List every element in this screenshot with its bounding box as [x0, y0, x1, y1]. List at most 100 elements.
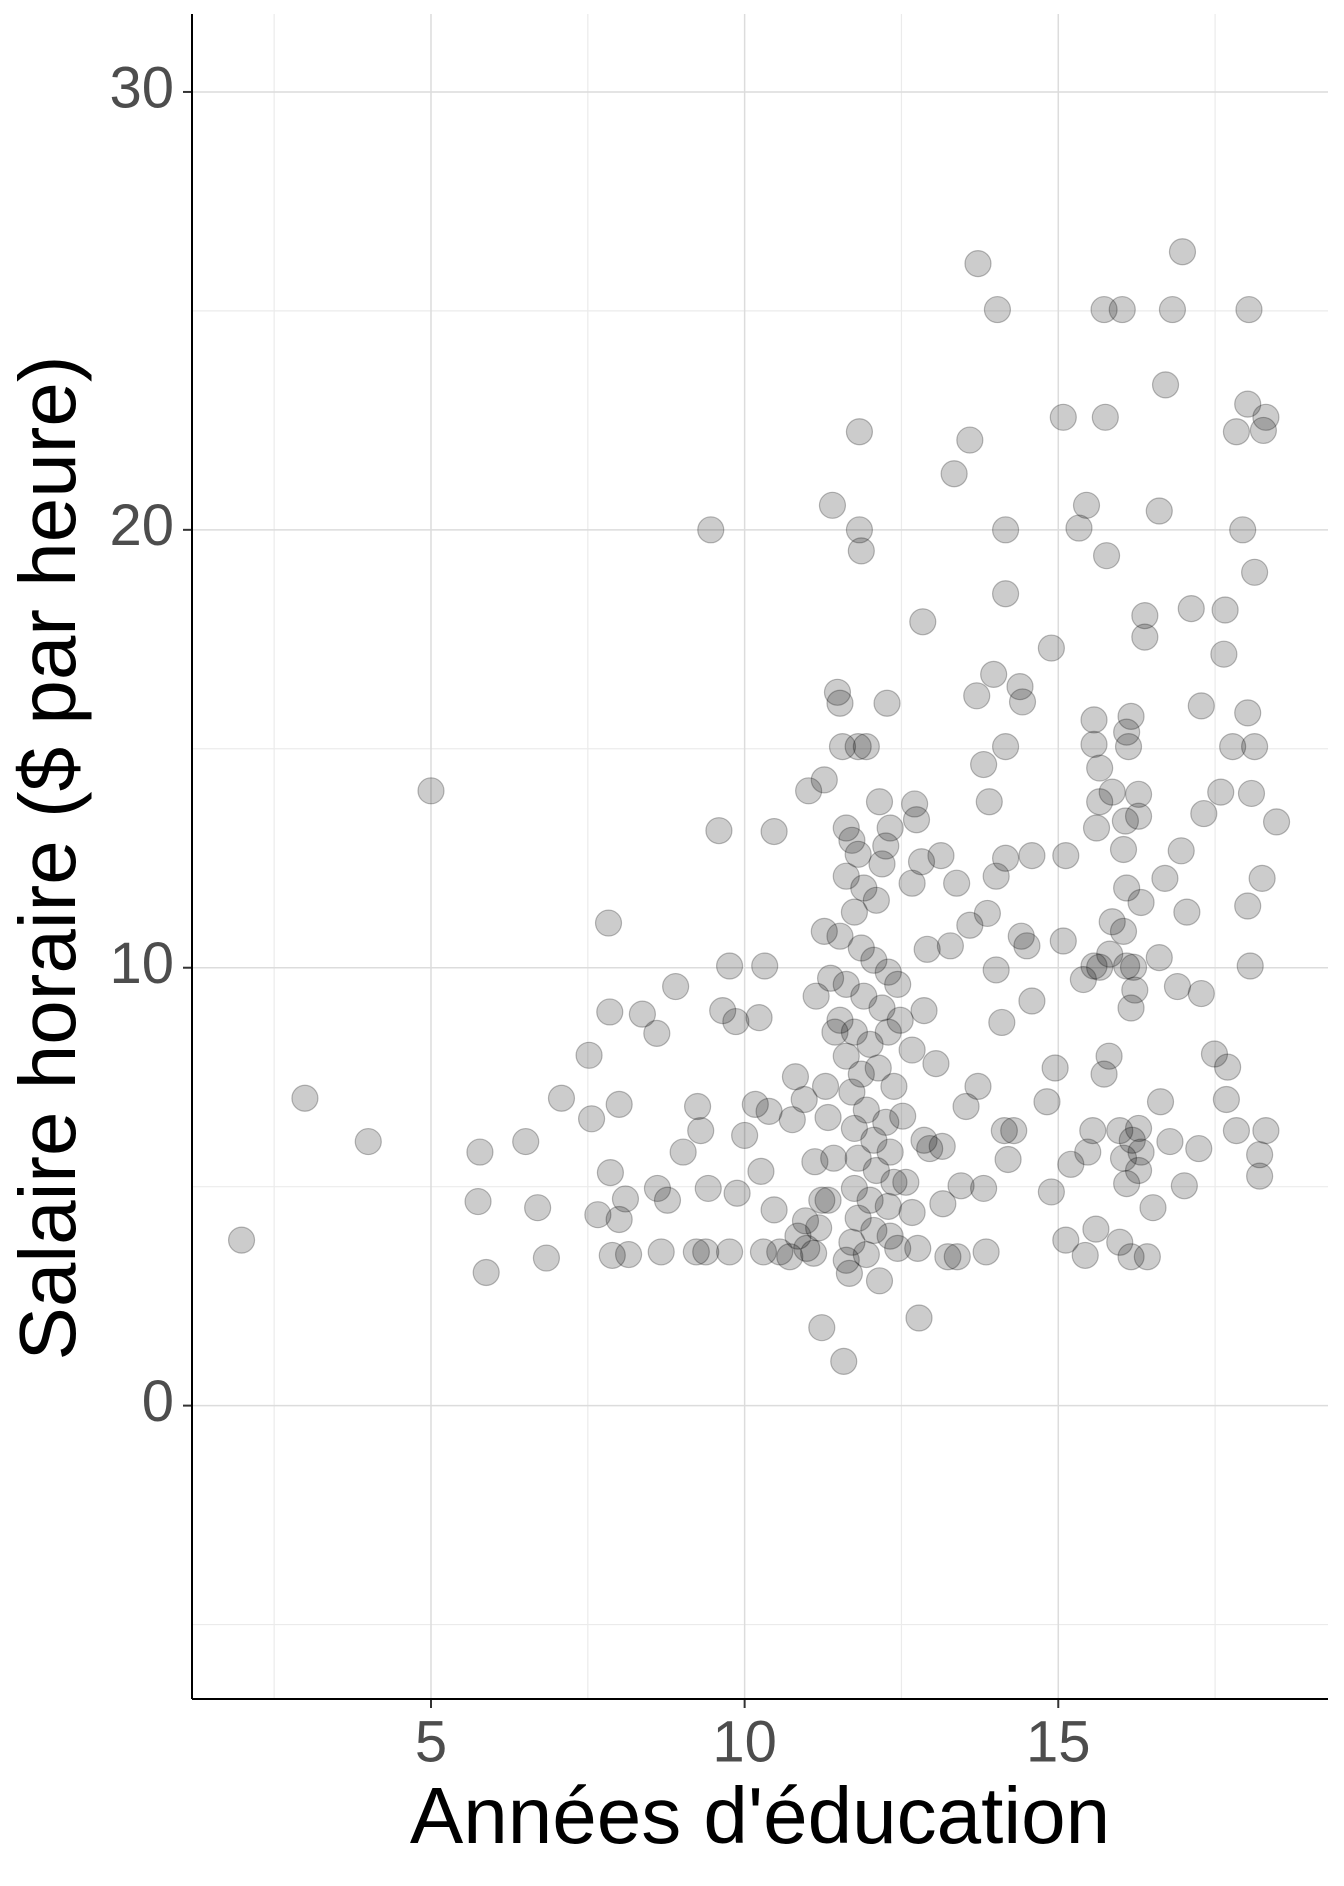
- point: [1124, 1156, 1153, 1185]
- point: [1124, 1114, 1153, 1143]
- point: [956, 911, 984, 939]
- point: [1052, 842, 1080, 870]
- point: [1170, 1172, 1198, 1200]
- point: [1124, 802, 1153, 830]
- point: [1177, 595, 1205, 623]
- point: [687, 1117, 715, 1145]
- point: [872, 1108, 900, 1136]
- point: [776, 1243, 804, 1271]
- point: [832, 1042, 860, 1070]
- point: [1222, 1117, 1251, 1145]
- point: [884, 970, 912, 998]
- point: [596, 998, 624, 1026]
- point: [683, 1092, 712, 1121]
- point: [747, 1157, 775, 1185]
- point: [832, 1246, 860, 1274]
- point: [1074, 1138, 1102, 1166]
- point: [1235, 295, 1263, 324]
- point: [874, 958, 902, 986]
- point: [723, 1179, 751, 1207]
- point: [1000, 1117, 1028, 1145]
- x-tick-label: 10: [712, 1709, 777, 1774]
- point: [902, 806, 931, 834]
- point: [1018, 987, 1046, 1015]
- point: [1007, 922, 1035, 950]
- point: [868, 850, 896, 878]
- point: [828, 732, 857, 761]
- point: [905, 1304, 933, 1332]
- point: [850, 874, 878, 902]
- point: [1146, 1088, 1175, 1116]
- point: [354, 1127, 382, 1156]
- point: [1117, 702, 1145, 730]
- point: [417, 777, 445, 805]
- point: [1065, 514, 1093, 542]
- point: [1214, 1053, 1242, 1081]
- point: [1190, 799, 1218, 828]
- point: [1109, 835, 1138, 864]
- point: [1080, 730, 1108, 759]
- point: [991, 516, 1020, 544]
- point: [643, 1174, 672, 1203]
- point: [1127, 888, 1155, 917]
- point: [808, 1314, 836, 1342]
- point: [910, 997, 938, 1025]
- point: [973, 899, 1001, 928]
- point: [1098, 778, 1126, 806]
- point: [1131, 602, 1159, 630]
- point: [860, 1216, 888, 1245]
- point: [844, 1144, 872, 1172]
- point: [970, 750, 998, 779]
- point: [816, 964, 845, 992]
- point: [872, 832, 900, 860]
- point: [1096, 940, 1124, 968]
- point: [943, 869, 971, 897]
- point: [1121, 976, 1149, 1004]
- point: [927, 842, 955, 870]
- point: [1237, 779, 1266, 808]
- point: [1111, 807, 1139, 835]
- point: [956, 426, 984, 454]
- point: [1041, 1054, 1069, 1082]
- point: [741, 1090, 769, 1118]
- point: [598, 1241, 626, 1270]
- point: [1252, 403, 1280, 431]
- point: [715, 1238, 744, 1266]
- point: [947, 1172, 975, 1200]
- point: [731, 1121, 759, 1150]
- point: [647, 1238, 675, 1266]
- point: [844, 732, 872, 761]
- point: [994, 1145, 1022, 1174]
- point: [865, 1267, 894, 1295]
- point: [982, 956, 1010, 984]
- point: [832, 862, 860, 890]
- point: [605, 1090, 633, 1118]
- point: [1049, 403, 1077, 431]
- point: [876, 1138, 904, 1166]
- point: [847, 1060, 875, 1088]
- point: [876, 814, 904, 842]
- point: [1114, 732, 1143, 761]
- point: [1057, 1150, 1085, 1178]
- point: [801, 1148, 829, 1176]
- point: [1086, 788, 1114, 816]
- point: [755, 1097, 783, 1125]
- point: [886, 1006, 914, 1034]
- point: [880, 1072, 908, 1100]
- point: [1072, 491, 1101, 519]
- point: [840, 1018, 869, 1046]
- point: [614, 1240, 643, 1269]
- point: [1252, 1117, 1280, 1145]
- point: [1106, 1117, 1134, 1145]
- point: [1109, 1144, 1138, 1172]
- point: [705, 817, 733, 845]
- point: [1168, 238, 1197, 266]
- point: [975, 788, 1003, 816]
- point: [856, 1186, 884, 1214]
- y-tick-label: 0: [142, 1369, 174, 1434]
- point: [472, 1258, 500, 1287]
- y-tick-label: 30: [109, 55, 174, 120]
- point: [916, 1134, 944, 1163]
